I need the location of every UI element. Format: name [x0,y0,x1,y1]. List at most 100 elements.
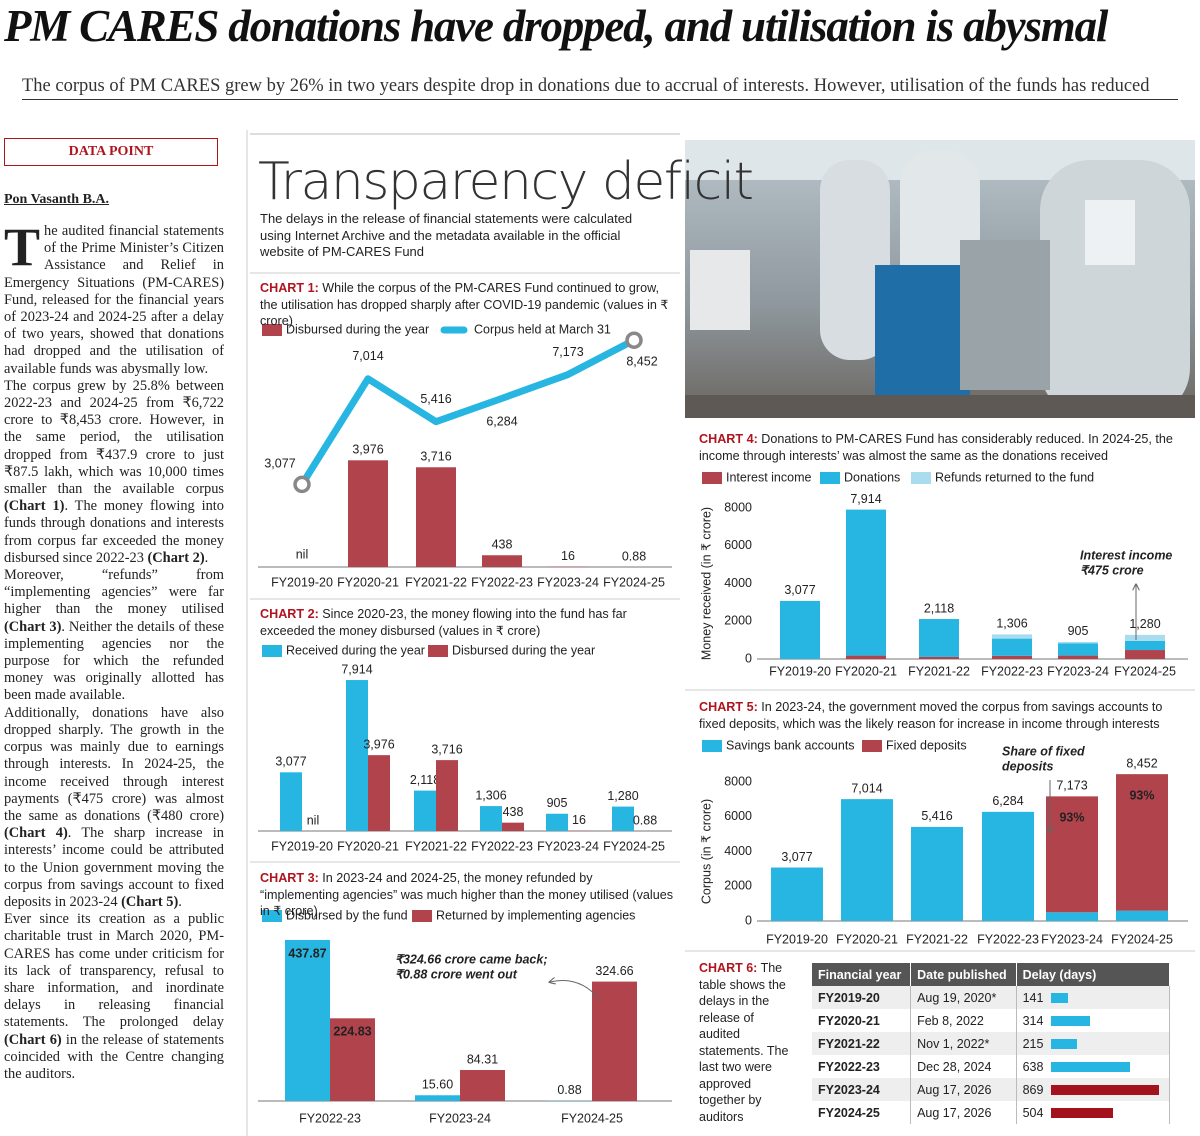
legend-label: Returned by implementing agencies [436,908,635,922]
bold-run: (Chart 4) [4,825,68,842]
x-tick-label: FY2020-21 [835,664,897,678]
bar-segment [992,634,1032,639]
cell: Aug 17, 2026 [910,1078,1017,1101]
bar-segment [846,509,886,656]
x-tick-label: FY2021-22 [906,932,968,946]
value-label: 3,976 [352,443,383,457]
paragraph: The corpus grew by 25.8% between 2022-23… [4,378,224,567]
annotation: deposits [1002,759,1053,773]
delay-bar [1050,993,1069,1004]
chart-label: CHART 5: [699,700,758,714]
bar-segment [1125,650,1165,659]
cell: Dec 28, 2024 [910,1055,1017,1078]
bar-segment [1058,655,1098,659]
delay-value: 869 [1022,1082,1044,1097]
x-tick-label: FY2023-24 [537,575,599,589]
chart-caption-text: Donations to PM-CARES Fund has considera… [699,432,1173,463]
legend-swatch [262,645,282,657]
article-body: The audited financial statements of the … [4,223,224,1136]
bar-segment [919,656,959,659]
value-label: 8,452 [626,355,657,369]
bar [280,772,302,831]
legend-swatch [702,472,722,484]
cell: 215 [1016,1032,1171,1055]
value-label: 3,716 [420,450,451,464]
table-row: FY2022-23 Dec 28, 2024 638 [812,1055,1171,1078]
cell: FY2021-22 [812,1032,912,1055]
byline: Pon Vasanth B.A. [4,192,110,207]
legend-swatch [911,472,931,484]
text-run: . [178,893,182,910]
bar [502,822,524,831]
bar [460,1069,505,1101]
value-label: 0.88 [622,549,646,563]
bar-segment [846,655,886,659]
value-label: 6,284 [486,415,517,429]
chart-caption: CHART 3: In 2023-24 and 2024-25, the mon… [260,870,675,920]
delay-bar [1050,1062,1130,1073]
value-label: 3,077 [264,457,295,471]
total-label: 1,280 [1129,617,1160,631]
delay-value: 314 [1022,1013,1044,1028]
delay-value: 215 [1022,1036,1044,1051]
y-tick-label: 2000 [724,614,752,628]
chart-label: CHART 4: [699,432,758,446]
bar-segment [780,600,820,659]
total-label: 6,284 [992,794,1023,808]
cell: 314 [1016,1009,1171,1032]
delay-table: Financial year Date published Delay (days)… [812,963,1171,1124]
bar-segment [841,799,893,921]
cell: FY2022-23 [812,1055,912,1078]
legend-swatch [262,324,282,336]
y-tick-label: 6000 [724,538,752,552]
x-tick-label: FY2023-24 [429,1111,491,1125]
value-label: 3,716 [431,742,462,756]
total-label: 905 [1068,624,1089,638]
value-label: 3,077 [275,755,306,769]
delay-bar [1050,1108,1114,1119]
annotation: ₹475 crore [1080,563,1144,577]
bar [480,806,502,831]
chart-caption-text: Since 2020-23, the money flowing into th… [260,607,627,638]
legend-label: Fixed deposits [886,738,967,752]
bar [348,460,388,567]
cell: FY2020-21 [812,1009,912,1032]
value-label: 7,173 [552,345,583,359]
y-tick-label: 0 [745,913,752,927]
legend-label: Donations [844,470,900,484]
text-run: . Neither the details of these implement… [4,618,224,704]
paragraph: Additionally, donations have also droppe… [4,705,224,911]
y-tick-label: 4000 [724,844,752,858]
cell: 141 [1016,986,1171,1009]
y-tick-label: 2000 [724,879,752,893]
cell: FY2019-20 [812,986,912,1009]
share-label: 93% [1129,788,1154,802]
x-tick-label: FY2024-25 [561,1111,623,1125]
annotation: Share of fixed [1002,744,1085,758]
section-title: Transparency deficit [258,152,754,212]
bar [368,755,390,831]
x-tick-label: FY2019-20 [271,839,333,853]
text-run: The corpus grew by 25.8% between 2022-23… [4,377,224,498]
cell: 504 [1016,1101,1171,1124]
column-header: Date published [910,963,1017,986]
x-tick-label: FY2022-23 [299,1111,361,1125]
total-label: 7,914 [850,492,881,506]
value-label: 16 [561,549,575,563]
bar [612,806,634,831]
x-tick-label: FY2020-21 [836,932,898,946]
delay-value: 141 [1022,990,1044,1005]
chart-caption: CHART 4: Donations to PM-CARES Fund has … [699,431,1189,464]
chart-caption-text: In 2023-24 and 2024-25, the money refund… [260,871,674,918]
kicker: DATA POINT [4,138,218,166]
bar-segment [911,826,963,921]
x-tick-label: FY2019-20 [766,932,828,946]
delay-bar [1050,1085,1159,1096]
cell: Aug 19, 2020* [910,986,1017,1009]
cell: 638 [1016,1055,1171,1078]
x-tick-label: FY2019-20 [271,575,333,589]
paragraph: The audited financial statements of the … [4,223,224,378]
x-tick-label: FY2020-21 [337,575,399,589]
